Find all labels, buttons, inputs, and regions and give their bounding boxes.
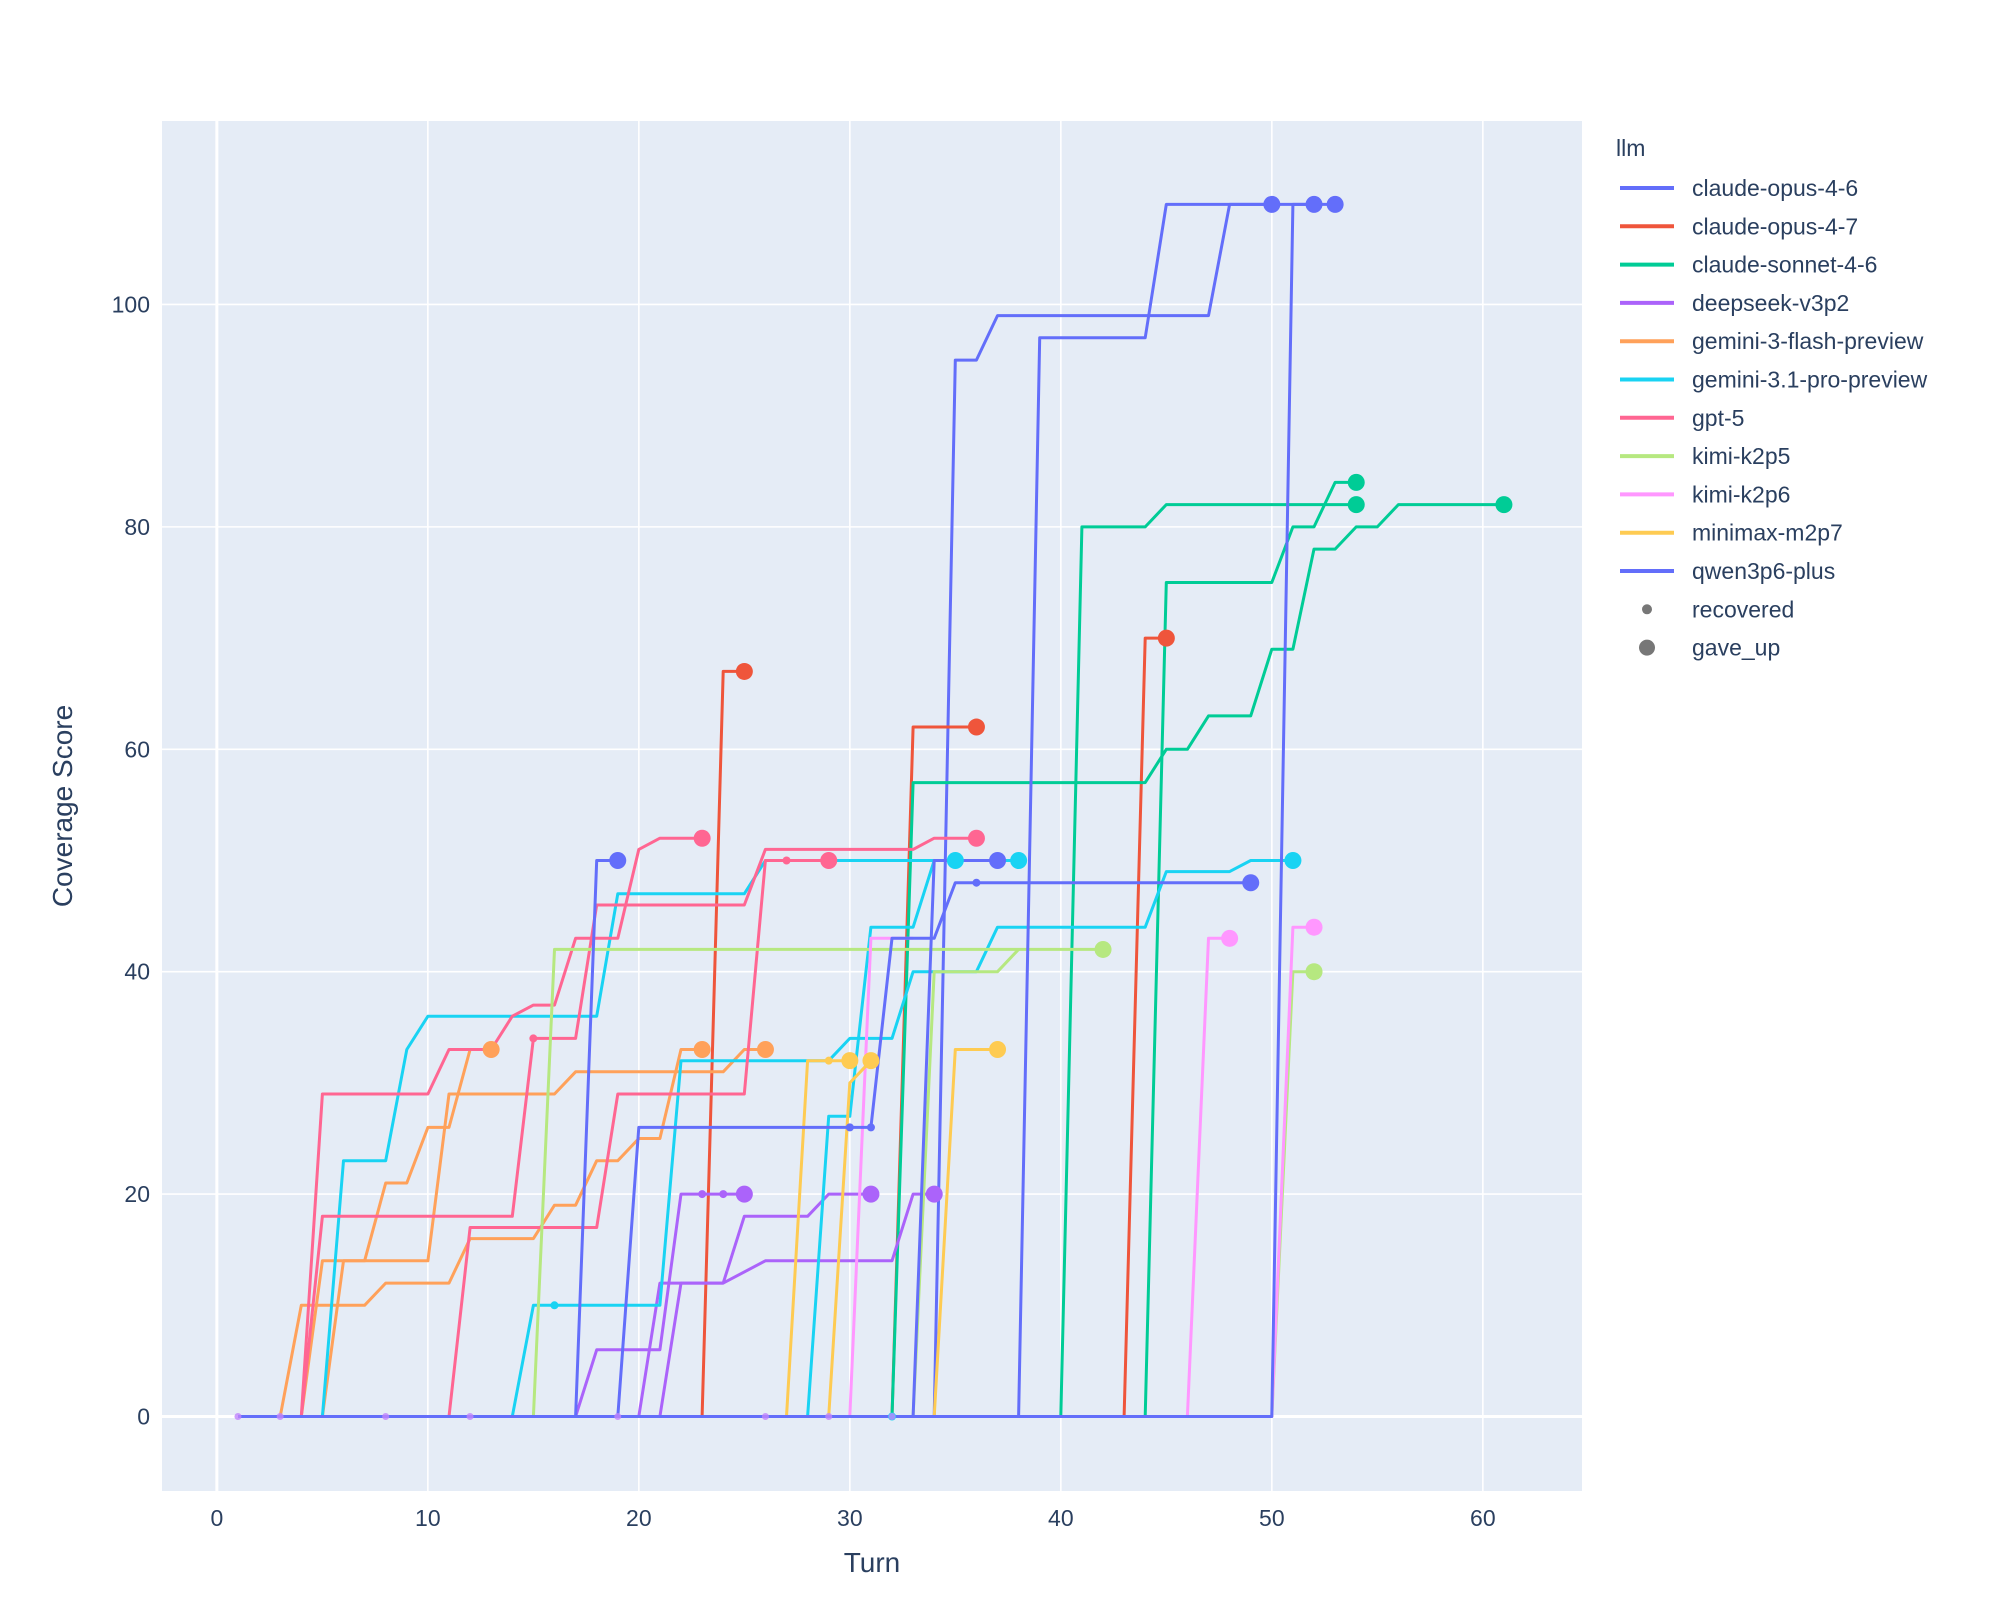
- gave-up-marker: [735, 1185, 753, 1203]
- legend-label[interactable]: minimax-m2p7: [1692, 520, 1843, 546]
- gave-up-marker: [967, 718, 985, 736]
- recovered-marker: [466, 1412, 474, 1420]
- recovered-marker: [888, 1412, 896, 1420]
- legend-label[interactable]: kimi-k2p5: [1692, 443, 1790, 469]
- plot-background: [162, 121, 1582, 1491]
- legend-label[interactable]: deepseek-v3p2: [1692, 290, 1849, 316]
- y-tick-label: 40: [124, 959, 150, 985]
- gave-up-marker: [1305, 918, 1323, 936]
- recovered-marker: [382, 1412, 390, 1420]
- x-tick-label: 60: [1470, 1505, 1496, 1531]
- y-tick-label: 60: [124, 736, 150, 762]
- recovered-marker: [698, 1190, 707, 1199]
- recovered-marker: [614, 1412, 622, 1420]
- recovered-marker: [234, 1412, 242, 1420]
- y-tick-label: 80: [124, 514, 150, 540]
- gave-up-marker: [1326, 195, 1344, 213]
- gave-up-marker: [1284, 851, 1302, 869]
- legend-marker[interactable]: [1639, 639, 1655, 656]
- gave-up-marker: [1157, 629, 1175, 647]
- grid: [162, 121, 1582, 1491]
- y-tick-labels: 0 20 40 60 80 100: [112, 291, 150, 1429]
- recovered-marker: [550, 1301, 559, 1310]
- legend-label[interactable]: gave_up: [1692, 635, 1780, 661]
- gave-up-marker: [862, 1052, 880, 1070]
- x-tick-label: 0: [210, 1505, 223, 1531]
- traces: [234, 195, 1513, 1421]
- recovered-marker: [529, 1034, 538, 1043]
- series-line: [238, 859, 829, 1418]
- gave-up-marker: [967, 829, 985, 847]
- recovered-marker: [824, 1056, 833, 1065]
- legend-marker[interactable]: [1642, 604, 1652, 615]
- gave-up-marker: [735, 662, 753, 680]
- y-axis-label: Coverage Score: [47, 705, 78, 907]
- legend-label[interactable]: gemini-3.1-pro-preview: [1692, 367, 1928, 393]
- x-tick-label: 20: [626, 1505, 652, 1531]
- gave-up-marker: [946, 851, 964, 869]
- legend-label[interactable]: gemini-3-flash-preview: [1692, 328, 1924, 354]
- legend-title: llm: [1616, 135, 1645, 161]
- series-line: [238, 859, 956, 1418]
- y-tick-label: 0: [137, 1403, 150, 1429]
- series-line: [238, 202, 1314, 1418]
- gave-up-marker: [482, 1041, 500, 1059]
- recovered-marker: [276, 1412, 284, 1420]
- gave-up-marker: [1305, 195, 1323, 213]
- series-line: [238, 503, 1504, 1418]
- series-line: [238, 859, 998, 1418]
- legend-label[interactable]: claude-opus-4-7: [1692, 213, 1858, 239]
- y-tick-label: 100: [112, 291, 150, 317]
- legend-label[interactable]: kimi-k2p6: [1692, 481, 1790, 507]
- gave-up-marker: [693, 1041, 711, 1059]
- gave-up-marker: [756, 1041, 774, 1059]
- gave-up-marker: [1221, 929, 1239, 947]
- legend-label[interactable]: qwen3p6-plus: [1692, 558, 1835, 584]
- recovered-marker: [845, 1123, 854, 1132]
- legend-label[interactable]: recovered: [1692, 596, 1794, 622]
- legend: llm claude-opus-4-6 claude-opus-4-7 claude…: [1616, 135, 1928, 661]
- gave-up-marker: [693, 829, 711, 847]
- gave-up-marker: [989, 851, 1007, 869]
- recovered-marker: [972, 878, 981, 887]
- series-line: [238, 881, 1251, 1418]
- recovered-marker: [825, 1412, 833, 1420]
- x-tick-labels: 0 10 20 30 40 50 60: [210, 1505, 1495, 1531]
- legend-label[interactable]: claude-sonnet-4-6: [1692, 252, 1877, 278]
- recovered-marker: [761, 1412, 769, 1420]
- gave-up-marker: [609, 851, 627, 869]
- gave-up-marker: [1347, 496, 1365, 514]
- y-tick-label: 20: [124, 1181, 150, 1207]
- gave-up-marker: [1495, 496, 1513, 514]
- recovered-marker: [782, 856, 791, 865]
- recovered-marker: [866, 1123, 875, 1132]
- gave-up-marker: [1263, 195, 1281, 213]
- series-line: [238, 480, 1357, 1418]
- gave-up-marker: [1010, 851, 1028, 869]
- series-line: [238, 836, 977, 1418]
- gave-up-marker: [1242, 874, 1260, 892]
- gave-up-marker: [862, 1185, 880, 1203]
- gave-up-marker: [820, 851, 838, 869]
- series-line: [238, 836, 703, 1418]
- legend-label[interactable]: claude-opus-4-6: [1692, 175, 1858, 201]
- x-tick-label: 50: [1259, 1505, 1285, 1531]
- legend-label[interactable]: gpt-5: [1692, 405, 1744, 431]
- series-line: [238, 1048, 492, 1418]
- series-line: [238, 859, 1293, 1418]
- x-tick-label: 30: [837, 1505, 863, 1531]
- series-line: [238, 1192, 935, 1418]
- gave-up-marker: [841, 1052, 859, 1070]
- series-line: [238, 1192, 871, 1418]
- gave-up-marker: [925, 1185, 943, 1203]
- gave-up-marker: [1347, 473, 1365, 491]
- gave-up-marker: [1094, 940, 1112, 958]
- gave-up-marker: [1305, 963, 1323, 981]
- x-axis-label: Turn: [844, 1547, 901, 1578]
- x-tick-label: 40: [1048, 1505, 1074, 1531]
- gave-up-marker: [989, 1041, 1007, 1059]
- x-tick-label: 10: [415, 1505, 441, 1531]
- recovered-marker: [719, 1190, 728, 1199]
